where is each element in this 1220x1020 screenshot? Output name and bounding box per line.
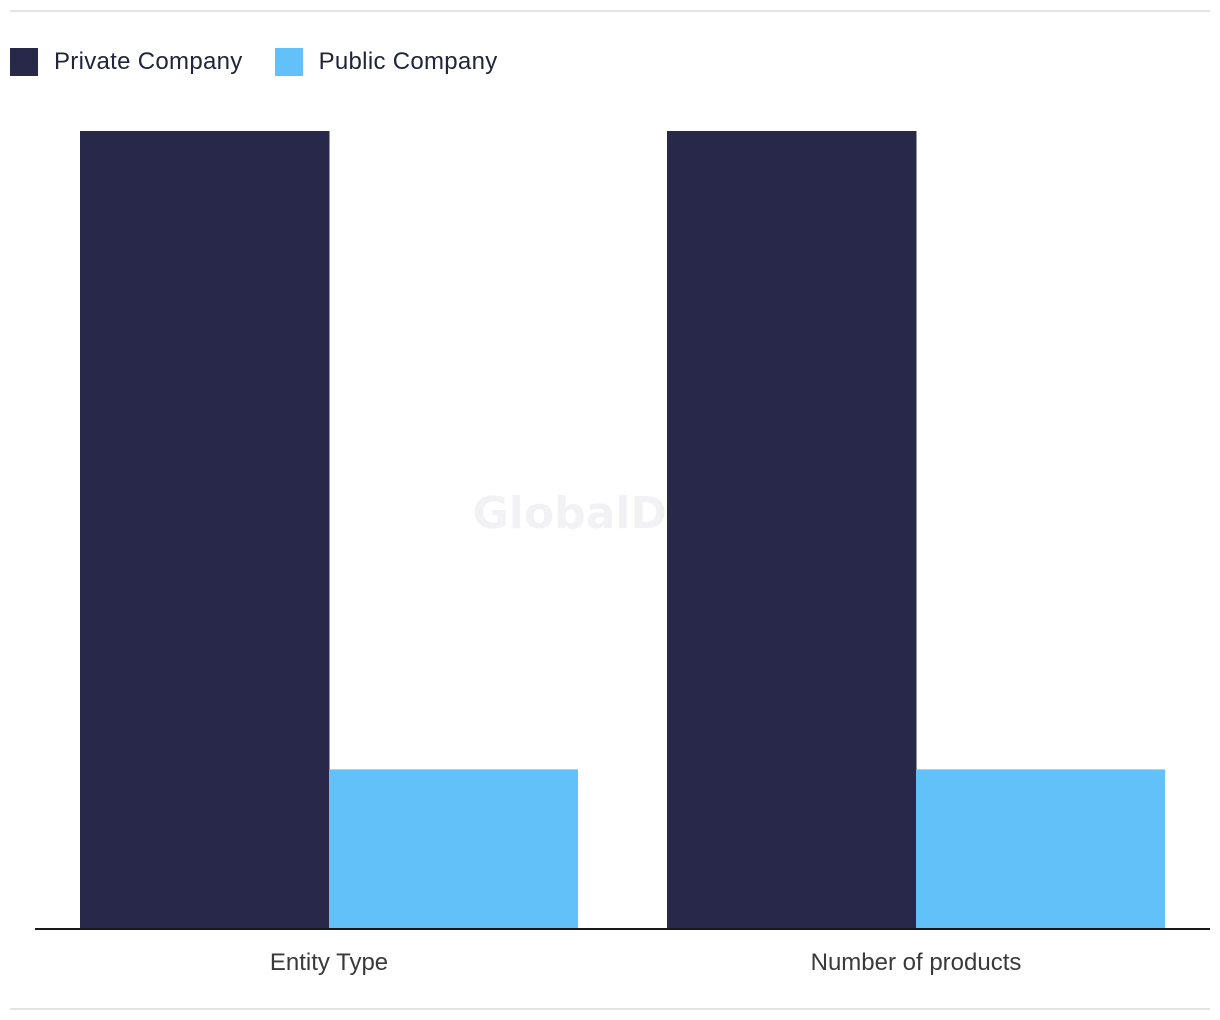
bar-private-company-entity-type[interactable] [80, 131, 330, 929]
x-tick-labels: Entity Type Number of products [270, 949, 1022, 976]
legend-label-private-company: Private Company [54, 48, 243, 75]
bar-private-company-number-of-products[interactable] [667, 131, 917, 929]
legend-item-private-company[interactable]: Private Company [10, 48, 243, 76]
bar-public-company-number-of-products[interactable] [916, 769, 1165, 929]
bars-group [80, 131, 1165, 929]
legend: Private Company Public Company [10, 44, 530, 80]
legend-swatch-public-company [274, 48, 303, 76]
top-divider [10, 10, 1210, 12]
bottom-divider [10, 1008, 1210, 1010]
bar-public-company-entity-type[interactable] [329, 769, 578, 929]
x-tick-label: Entity Type [270, 949, 388, 976]
legend-label-public-company: Public Company [318, 48, 498, 75]
legend-item-public-company[interactable]: Public Company [274, 48, 498, 76]
x-tick-label: Number of products [811, 949, 1022, 976]
legend-swatch-private-company [10, 48, 38, 76]
